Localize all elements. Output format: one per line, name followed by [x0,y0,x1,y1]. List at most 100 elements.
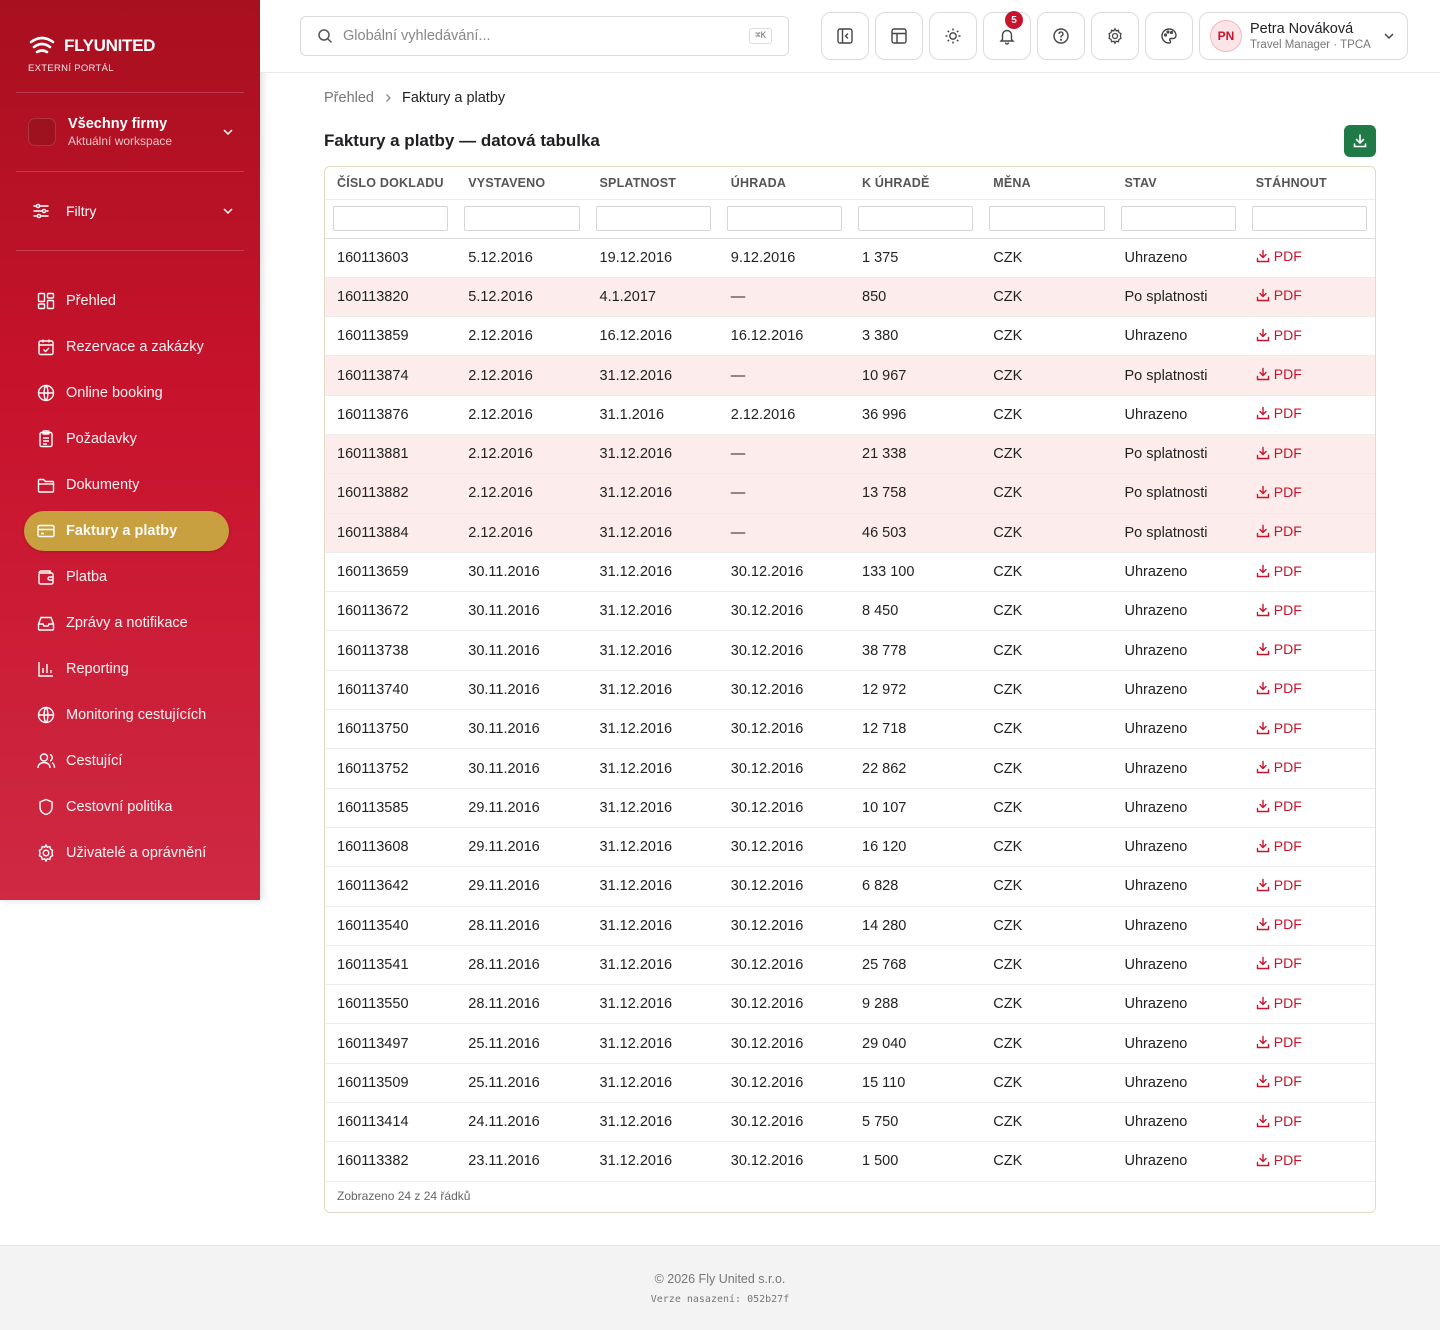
table-row[interactable]: 160113603 5.12.2016 19.12.2016 9.12.2016 1 3… [325,238,1375,278]
pdf-download-link[interactable]: PDF [1256,366,1302,382]
column-filter-stahnout[interactable] [1251,206,1367,231]
table-row[interactable]: 160113672 30.11.2016 31.12.2016 30.12.2016 8… [325,591,1375,632]
sidebar-item-online-booking[interactable]: Online booking [24,373,229,413]
pdf-download-link[interactable]: PDF [1256,680,1302,696]
table-row[interactable]: 160113738 30.11.2016 31.12.2016 30.12.2016 3… [325,630,1375,671]
cell-uhrada: 30.12.2016 [718,866,850,907]
table-row[interactable]: 160113740 30.11.2016 31.12.2016 30.12.2016 1… [325,670,1375,711]
table-row[interactable]: 160113382 23.11.2016 31.12.2016 30.12.2016 1… [325,1141,1375,1182]
pdf-download-link[interactable]: PDF [1256,916,1302,932]
table-row[interactable]: 160113497 25.11.2016 31.12.2016 30.12.2016 2… [325,1023,1375,1064]
table-row[interactable]: 160113585 29.11.2016 31.12.2016 30.12.2016 1… [325,788,1375,828]
pdf-download-link[interactable]: PDF [1256,1152,1302,1168]
cell-uhrada: 30.12.2016 [718,630,850,671]
toggle-sidebar-button[interactable] [821,12,869,60]
pdf-download-link[interactable]: PDF [1256,720,1302,736]
column-filter-uhrada[interactable] [726,206,842,231]
workspace-switcher[interactable]: Všechny firmy Aktuální workspace [28,112,234,152]
column-filter-vystaveno[interactable] [464,206,580,231]
cell-k-uhrade: 3 380 [850,316,982,357]
breadcrumb-home[interactable]: Přehled [324,90,374,106]
table-row[interactable]: 160113874 2.12.2016 31.12.2016—10 967 CZK Po… [325,355,1375,396]
flyunited-logo-icon [29,36,55,54]
pdf-download-link[interactable]: PDF [1256,602,1302,618]
help-button[interactable] [1037,12,1085,60]
sidebar-item-cestujici[interactable]: Cestující [24,741,229,781]
table-row[interactable]: 160113642 29.11.2016 31.12.2016 30.12.2016 6… [325,866,1375,907]
cell-stahnout: PDF [1243,945,1375,986]
sidebar-item-dokumenty[interactable]: Dokumenty [24,465,229,505]
sidebar-item-uzivatele[interactable]: Uživatelé a oprávnění [24,833,229,873]
pdf-download-link[interactable]: PDF [1256,955,1302,971]
pdf-download-link[interactable]: PDF [1256,563,1302,579]
table-row[interactable]: 160113884 2.12.2016 31.12.2016—46 503 CZK Po… [325,513,1375,553]
theme-toggle-button[interactable] [929,12,977,60]
table-row[interactable]: 160113876 2.12.2016 31.1.2016 2.12.2016 36 9… [325,395,1375,435]
brand-logo[interactable]: FLYUNITED [28,33,155,59]
table-row[interactable]: 160113659 30.11.2016 31.12.2016 30.12.2016 1… [325,552,1375,593]
search-input[interactable] [343,28,750,44]
column-header-stav[interactable]: STAV [1112,167,1244,200]
table-row[interactable]: 160113882 2.12.2016 31.12.2016—13 758 CZK Po… [325,473,1375,514]
pdf-download-link[interactable]: PDF [1256,759,1302,775]
column-filter-mena[interactable] [989,206,1105,231]
table-row[interactable]: 160113540 28.11.2016 31.12.2016 30.12.2016 1… [325,906,1375,946]
pdf-download-link[interactable]: PDF [1256,877,1302,893]
pdf-download-link[interactable]: PDF [1256,484,1302,500]
pdf-download-link[interactable]: PDF [1256,327,1302,343]
pdf-download-link[interactable]: PDF [1256,838,1302,854]
global-search[interactable]: ⌘K [300,16,789,56]
column-header-uhrada[interactable]: ÚHRADA [718,167,850,200]
column-header-k-uhrade[interactable]: K ÚHRADĚ [850,167,982,200]
table-row[interactable]: 160113608 29.11.2016 31.12.2016 30.12.2016 1… [325,827,1375,868]
layout-button[interactable] [875,12,923,60]
settings-button[interactable] [1091,12,1139,60]
sidebar-item-cestovni-politika[interactable]: Cestovní politika [24,787,229,827]
pdf-download-link[interactable]: PDF [1256,995,1302,1011]
table-row[interactable]: 160113541 28.11.2016 31.12.2016 30.12.2016 2… [325,945,1375,986]
pdf-download-link[interactable]: PDF [1256,287,1302,303]
sidebar-item-faktury-a-platby[interactable]: Faktury a platby [24,511,229,551]
column-header-cislo-dokladu[interactable]: ČÍSLO DOKLADU [325,167,457,200]
column-filter-cislo-dokladu[interactable] [333,206,449,231]
sidebar-item-platba[interactable]: Platba [24,557,229,597]
palette-button[interactable] [1145,12,1193,60]
sidebar-item-label: Rezervace a zakázky [66,339,204,355]
table-row[interactable]: 160113509 25.11.2016 31.12.2016 30.12.2016 1… [325,1063,1375,1104]
column-header-vystaveno[interactable]: VYSTAVENO [456,167,588,200]
pdf-download-link[interactable]: PDF [1256,641,1302,657]
sidebar-item-reporting[interactable]: Reporting [24,649,229,689]
sidebar-item-prehled[interactable]: Přehled [24,281,229,321]
sidebar-item-rezervace[interactable]: Rezervace a zakázky [24,327,229,367]
column-filter-stav[interactable] [1120,206,1236,231]
table-row[interactable]: 160113752 30.11.2016 31.12.2016 30.12.2016 2… [325,748,1375,789]
sidebar-item-zpravy[interactable]: Zprávy a notifikace [24,603,229,643]
column-header-stahnout[interactable]: STÁHNOUT [1243,167,1375,200]
column-header-mena[interactable]: MĚNA [981,167,1113,200]
filters-toggle[interactable]: Filtry [32,196,234,226]
table-row[interactable]: 160113881 2.12.2016 31.12.2016—21 338 CZK Po… [325,434,1375,475]
column-header-splatnost[interactable]: SPLATNOST [587,167,719,200]
pdf-download-link[interactable]: PDF [1256,1034,1302,1050]
pdf-download-link[interactable]: PDF [1256,1113,1302,1129]
sidebar-nav: Přehled Rezervace a zakázky Online booki… [24,281,229,879]
export-button[interactable] [1344,125,1376,157]
pdf-download-link[interactable]: PDF [1256,523,1302,539]
user-menu[interactable]: PN Petra Nováková Travel Manager · TPCA [1199,12,1408,60]
table-row[interactable]: 160113750 30.11.2016 31.12.2016 30.12.2016 1… [325,709,1375,750]
table-row[interactable]: 160113414 24.11.2016 31.12.2016 30.12.2016 5… [325,1102,1375,1143]
pdf-download-link[interactable]: PDF [1256,1073,1302,1089]
table-row[interactable]: 160113820 5.12.2016 4.1.2017—850 CZK Po spla… [325,277,1375,318]
sidebar-item-pozadavky[interactable]: Požadavky [24,419,229,459]
cell-uhrada: — [718,355,850,396]
table-row[interactable]: 160113859 2.12.2016 16.12.2016 16.12.2016 3 … [325,316,1375,357]
column-filter-splatnost[interactable] [595,206,711,231]
pdf-download-link[interactable]: PDF [1256,405,1302,421]
table-row[interactable]: 160113550 28.11.2016 31.12.2016 30.12.2016 9… [325,984,1375,1025]
column-filter-k-uhrade[interactable] [858,206,974,231]
notifications-button[interactable]: 5 [983,11,1031,60]
pdf-download-link[interactable]: PDF [1256,445,1302,461]
pdf-download-link[interactable]: PDF [1256,798,1302,814]
sidebar-item-monitoring[interactable]: Monitoring cestujících [24,695,229,735]
pdf-download-link[interactable]: PDF [1256,248,1302,264]
